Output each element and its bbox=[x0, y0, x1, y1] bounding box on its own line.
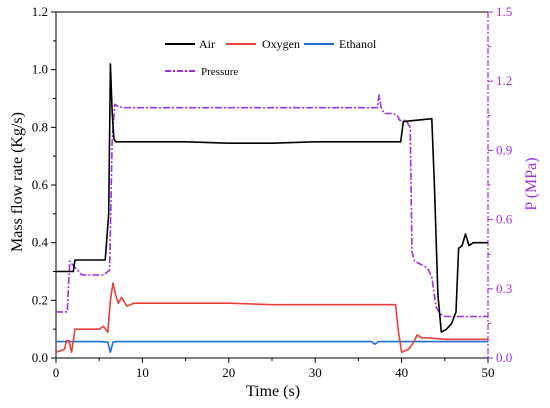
x-tick-label: 0 bbox=[53, 365, 60, 380]
legend-label-oxygen: Oxygen bbox=[262, 37, 300, 51]
y-tick-label: 0.8 bbox=[32, 119, 48, 134]
y2-tick-label: 1.2 bbox=[496, 73, 512, 88]
x-axis-label: Time (s) bbox=[246, 383, 300, 400]
series-line-oxygen bbox=[55, 282, 488, 354]
x-tick-label: 40 bbox=[395, 365, 408, 380]
series-line-air bbox=[56, 63, 488, 333]
y2-tick-label: 0.6 bbox=[496, 212, 513, 227]
y-tick-label: 0.4 bbox=[32, 235, 49, 250]
x-tick-label: 20 bbox=[222, 365, 235, 380]
plot-frame bbox=[55, 11, 489, 359]
legend-label-pressure: Pressure bbox=[201, 66, 238, 78]
y2-tick-label: 0.9 bbox=[496, 142, 512, 157]
y-tick-label: 0.6 bbox=[32, 177, 49, 192]
legend-label-air: Air bbox=[199, 37, 215, 51]
y2-tick-label: 0.0 bbox=[496, 350, 512, 365]
x-tick-label: 30 bbox=[309, 365, 322, 380]
tick-labels: 0 10 20 30 40 500.00.20.40.60.81.01.20.00.30.… bbox=[32, 4, 513, 380]
y2-tick-label: 0.3 bbox=[496, 281, 512, 296]
legend-label-ethanol: Ethanol bbox=[339, 37, 377, 51]
series-line-pressure bbox=[56, 94, 488, 318]
y-tick-label: 0.0 bbox=[32, 350, 48, 365]
y-tick-label: 0.2 bbox=[32, 292, 48, 307]
y2-axis-label: P (MPa) bbox=[523, 157, 540, 210]
tick-marks bbox=[51, 11, 493, 363]
y-axis-label: Mass flow rate (Kg/s) bbox=[9, 112, 26, 252]
series-layer bbox=[55, 63, 488, 354]
y2-tick-label: 1.5 bbox=[496, 4, 512, 19]
y-tick-label: 1.0 bbox=[32, 62, 48, 77]
x-tick-label: 50 bbox=[482, 365, 495, 380]
series-line-ethanol bbox=[56, 340, 488, 354]
x-tick-label: 10 bbox=[136, 365, 149, 380]
legend: Air Oxygen Ethanol Pressure bbox=[165, 37, 377, 78]
y-tick-label: 1.2 bbox=[32, 4, 48, 19]
